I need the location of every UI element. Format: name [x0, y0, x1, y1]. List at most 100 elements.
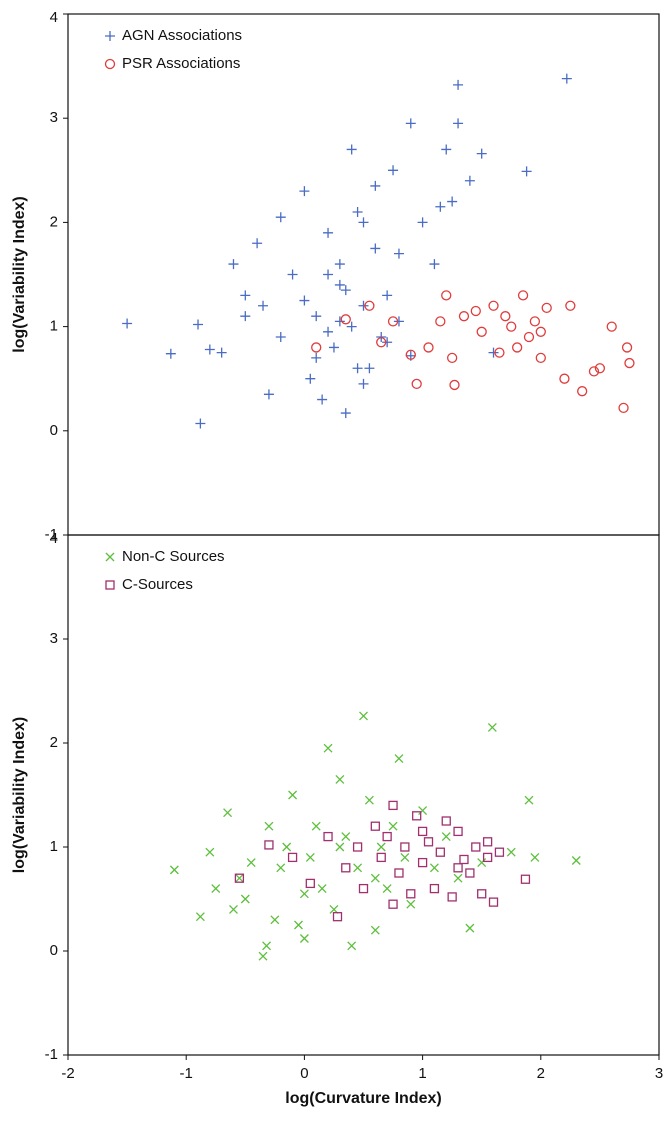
legend-label: AGN Associations — [122, 27, 242, 44]
non-c-point — [299, 889, 309, 899]
non-c-point — [406, 899, 416, 909]
agn-point — [258, 300, 269, 311]
non-c-point — [341, 832, 351, 842]
psr-point — [340, 314, 351, 325]
c-point — [287, 852, 298, 863]
x-axis-label: log(Curvature Index) — [285, 1090, 441, 1107]
non-c-point — [524, 795, 534, 805]
agn-point — [323, 269, 334, 280]
y-tick-label: 2 — [50, 213, 58, 230]
c-point — [482, 852, 493, 863]
c-point — [388, 899, 398, 909]
psr-point — [535, 326, 546, 337]
non-c-point — [223, 808, 233, 818]
psr-point — [523, 331, 535, 343]
non-c-point — [418, 806, 428, 816]
c-point — [520, 874, 531, 884]
psr-point — [446, 352, 458, 364]
agn-point — [382, 290, 393, 301]
non-c-point — [305, 852, 315, 862]
non-c-point — [294, 920, 303, 930]
c-point — [453, 863, 463, 873]
non-c-point — [382, 884, 392, 894]
non-c-point — [359, 711, 368, 721]
agn-point — [323, 326, 334, 337]
y-tick-label: 0 — [50, 942, 58, 959]
agn-point — [275, 332, 286, 343]
psr-point — [541, 302, 552, 313]
y-tick-label: 4 — [50, 530, 58, 547]
plot-frame — [67, 13, 660, 536]
psr-point — [435, 316, 446, 327]
series — [122, 73, 572, 429]
psr-point — [506, 321, 517, 332]
c-point — [412, 811, 422, 821]
agn-point — [195, 418, 206, 429]
c-point — [400, 842, 410, 852]
psr-point — [494, 347, 505, 358]
psr-point — [621, 342, 633, 353]
c-point — [394, 868, 404, 878]
c-point — [447, 892, 457, 902]
non-c-point — [388, 821, 398, 831]
agn-point — [263, 389, 274, 400]
agn-point — [340, 285, 351, 296]
y-tick-label: -1 — [45, 1046, 58, 1063]
psr-point — [405, 349, 416, 360]
agn-point — [376, 332, 387, 343]
y-axis-label: log(Variability Index) — [11, 196, 28, 352]
psr-point — [423, 342, 434, 353]
c-point — [376, 852, 386, 863]
psr-point — [500, 311, 511, 322]
non-c-point — [394, 754, 404, 764]
x-tick-label: 3 — [655, 1065, 663, 1082]
y-tick-label: 0 — [50, 422, 58, 439]
psr-point — [387, 316, 399, 327]
non-c-point — [353, 863, 363, 873]
psr-point — [476, 326, 487, 337]
non-c-point — [335, 774, 345, 784]
agn-point — [370, 180, 381, 191]
c-point — [388, 800, 398, 811]
c-point — [417, 826, 428, 837]
c-point — [488, 897, 499, 907]
non-c-point — [376, 842, 386, 852]
agn-point — [352, 363, 363, 374]
x-tick-label: 0 — [300, 1065, 308, 1082]
x-tick-label: 2 — [537, 1065, 545, 1082]
y-tick-label: 1 — [50, 838, 58, 855]
non-c-point — [211, 884, 221, 894]
c-point — [382, 831, 392, 842]
agn-point — [521, 166, 532, 177]
legend-label: Non-C Sources — [122, 548, 225, 565]
psr-point — [565, 300, 576, 311]
non-c-point — [270, 915, 280, 925]
agn-point — [393, 248, 404, 259]
non-c-point — [246, 858, 256, 868]
psr-point — [606, 321, 617, 332]
agn-point — [435, 201, 446, 212]
psr-point — [311, 342, 322, 353]
agn-point — [216, 347, 227, 358]
c-point — [417, 857, 428, 868]
agn-point — [464, 175, 475, 186]
c-point — [429, 883, 440, 894]
psr-point — [594, 363, 606, 374]
legend-marker — [105, 580, 115, 590]
psr-point — [577, 386, 588, 397]
legend-marker — [105, 31, 115, 41]
non-c-point — [323, 743, 333, 753]
psr-point — [376, 337, 387, 348]
c-point — [423, 837, 434, 847]
non-c-point — [465, 923, 475, 933]
agn-point — [299, 295, 310, 306]
agn-point — [346, 144, 357, 155]
agn-point — [364, 363, 375, 374]
agn-point — [346, 321, 357, 332]
y-tick-label: 1 — [50, 318, 58, 335]
agn-point — [447, 196, 458, 207]
psr-point — [449, 379, 460, 391]
non-c-point — [262, 941, 272, 951]
non-c-point — [276, 863, 286, 873]
agn-point — [122, 318, 133, 329]
